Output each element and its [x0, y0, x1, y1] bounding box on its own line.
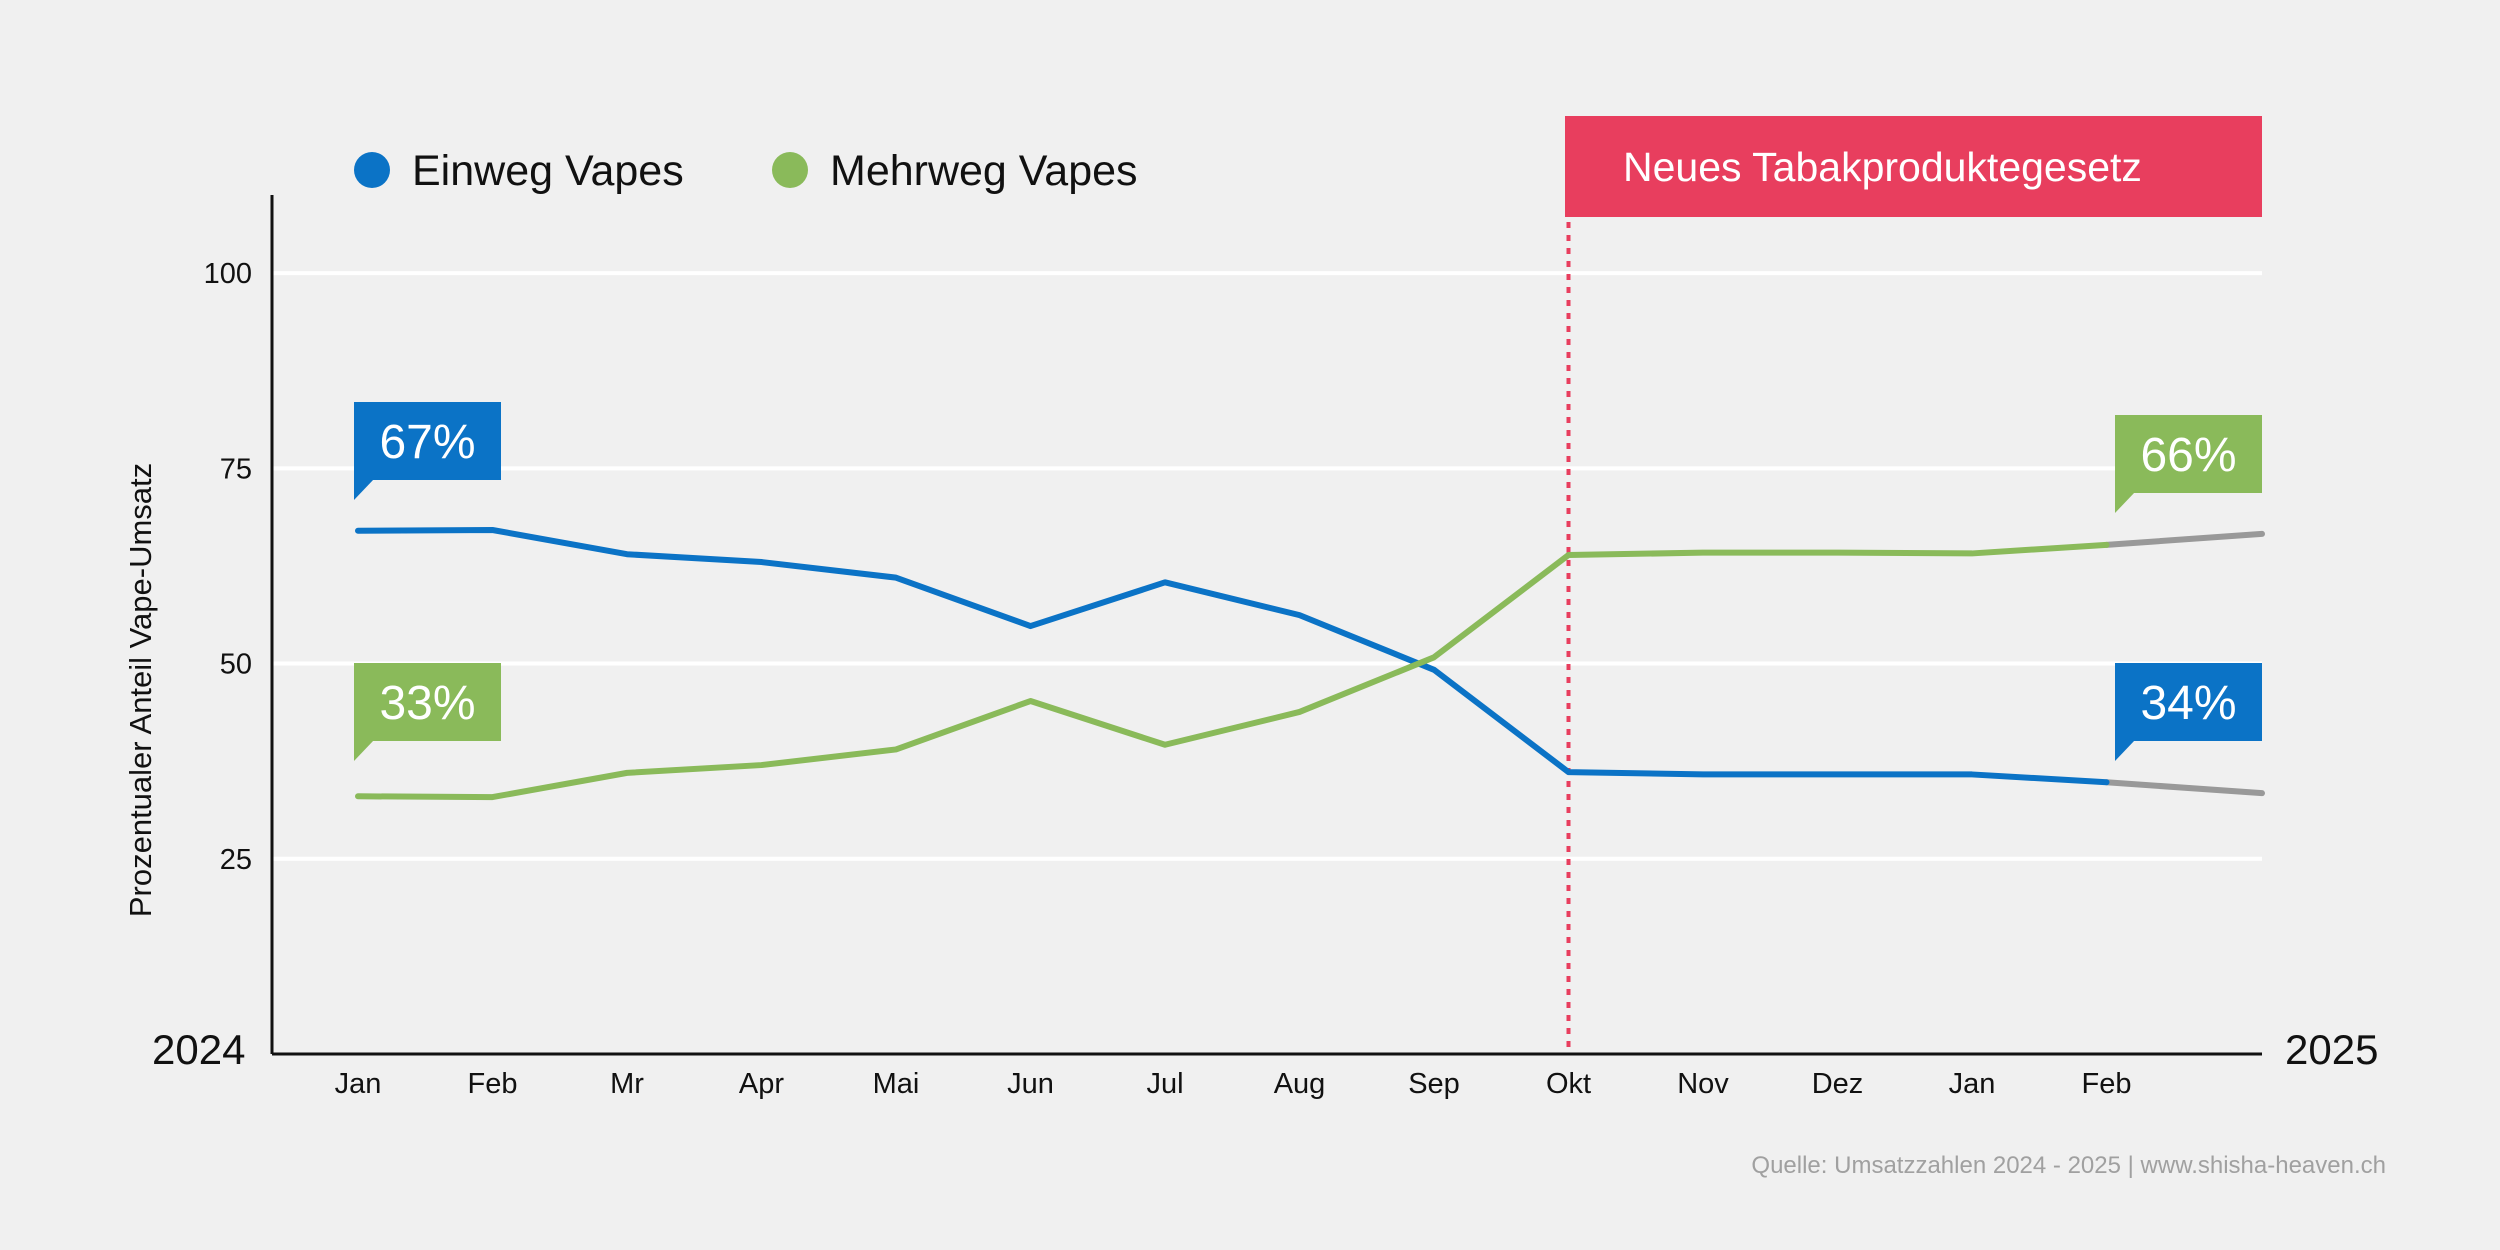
y-tick-labels: 25 50 75 100 — [204, 258, 252, 876]
x-tick-label-13: Jan — [1949, 1068, 1996, 1100]
badge-mehrweg-start-tail — [354, 740, 374, 761]
x-tick-label-12: Dez — [1812, 1068, 1864, 1100]
annotation-banner — [1565, 116, 2262, 217]
source-note: Quelle: Umsatzzahlen 2024 - 2025 | www.s… — [1751, 1152, 2386, 1179]
badge-mehrweg-end-tail — [2115, 492, 2135, 513]
y-tick-label-25: 25 — [220, 844, 252, 876]
x-tick-labels: Jan Feb Mr Apr Mai Jun Jul Aug Sep Okt Nov Dez Jan Fe… — [335, 1068, 2132, 1100]
series-line-mehrweg — [355, 541, 2110, 801]
legend-label-einweg: Einweg Vapes — [412, 147, 684, 195]
x-tick-label-6: Jun — [1007, 1068, 1054, 1100]
value-badges: 67% 33% 66% 34% — [354, 402, 2262, 761]
badge-mehrweg-start: 33% — [354, 663, 501, 761]
x-tick-label-11: Nov — [1677, 1068, 1729, 1100]
projection-line-einweg — [2103, 779, 2265, 797]
annotation: Neues Tabakproduktegesetz — [1565, 116, 2262, 1054]
badge-einweg-end-tail — [2115, 740, 2135, 761]
badge-einweg-start-tail — [354, 479, 374, 500]
series-line-einweg — [355, 527, 2110, 786]
badge-mehrweg-start-label: 33% — [379, 677, 475, 730]
series-lines — [355, 527, 2265, 801]
legend: Einweg Vapes Mehrweg Vapes — [354, 147, 1138, 195]
grid — [272, 271, 2262, 861]
y-tick-label-100: 100 — [204, 258, 252, 290]
x-tick-label-7: Jul — [1146, 1068, 1183, 1100]
badge-mehrweg-start-box — [354, 663, 501, 741]
legend-marker-einweg — [354, 152, 390, 188]
badge-einweg-start-box — [354, 402, 501, 480]
y-axis-label: Prozentualer Anteil Vape-Umsatz — [123, 463, 158, 917]
year-end-label: 2025 — [2285, 1026, 2378, 1073]
badge-mehrweg-end-box — [2115, 415, 2262, 493]
badge-mehrweg-end-label: 66% — [2140, 429, 2236, 482]
projection-line-mehrweg — [2103, 530, 2265, 548]
badge-einweg-end-label: 34% — [2140, 677, 2236, 730]
x-tick-label-10: Okt — [1546, 1068, 1591, 1100]
badge-einweg-end: 34% — [2115, 663, 2262, 761]
x-tick-label-14: Feb — [2082, 1068, 2132, 1100]
x-tick-label-9: Sep — [1408, 1068, 1460, 1100]
annotation-label: Neues Tabakproduktegesetz — [1623, 144, 2142, 190]
year-start-label: 2024 — [152, 1026, 245, 1073]
badge-einweg-start: 67% — [354, 402, 501, 500]
x-tick-label-4: Apr — [739, 1068, 784, 1100]
x-tick-label-5: Mai — [873, 1068, 920, 1100]
badge-einweg-start-label: 67% — [379, 416, 475, 469]
axes — [270, 195, 2262, 1056]
x-tick-label-1: Jan — [335, 1068, 382, 1100]
x-tick-label-3: Mr — [610, 1068, 644, 1100]
badge-mehrweg-end: 66% — [2115, 415, 2262, 513]
x-tick-label-2: Feb — [468, 1068, 518, 1100]
legend-marker-mehrweg — [772, 152, 808, 188]
y-tick-label-50: 50 — [220, 649, 252, 681]
badge-einweg-end-box — [2115, 663, 2262, 741]
x-tick-label-8: Aug — [1274, 1068, 1326, 1100]
y-tick-label-75: 75 — [220, 453, 252, 485]
legend-label-mehrweg: Mehrweg Vapes — [830, 147, 1138, 195]
